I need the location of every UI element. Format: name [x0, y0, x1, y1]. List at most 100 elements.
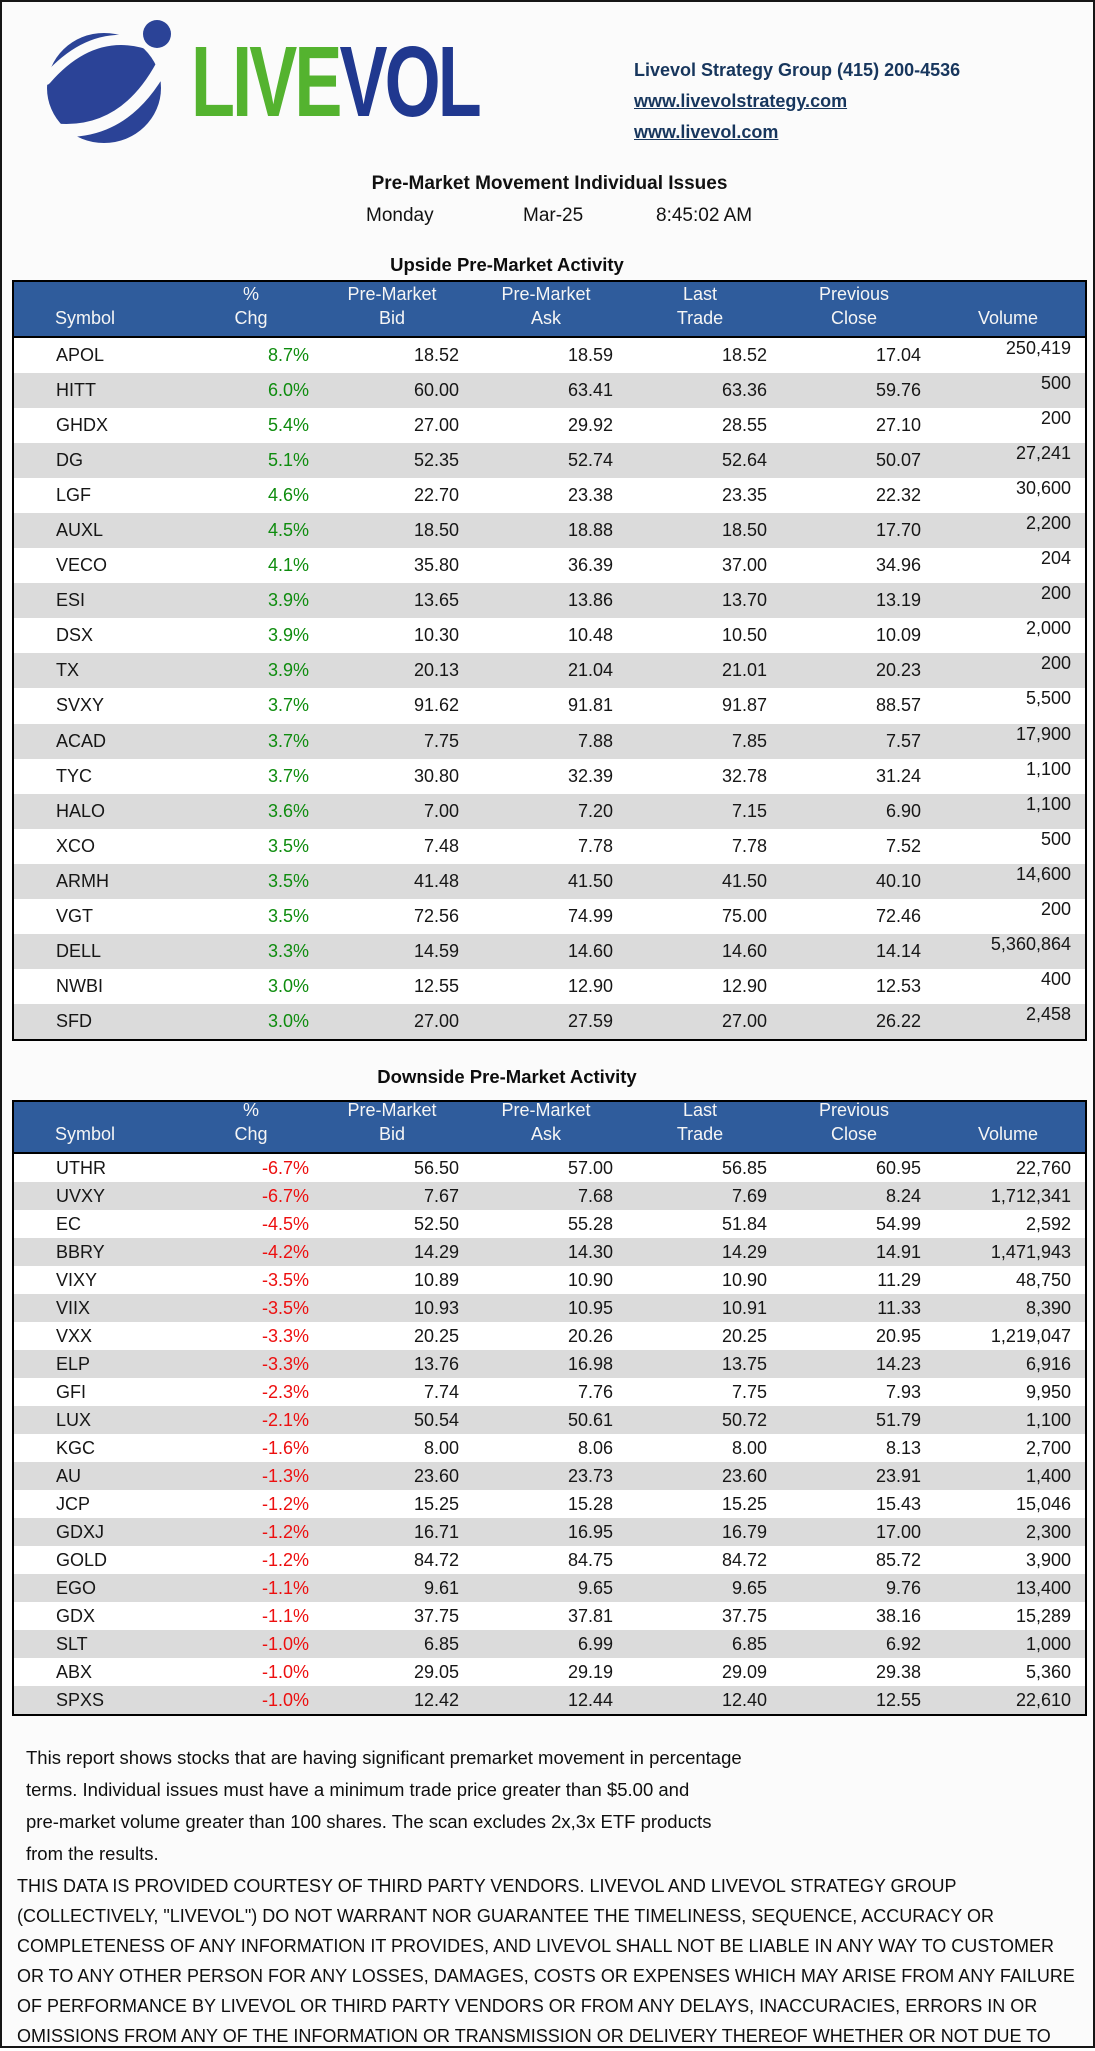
text-line: (COLLECTIVELY, "LIVEVOL") DO NOT WARRANT… [17, 1906, 994, 1926]
pct-chg-cell: 3.7% [267, 765, 309, 786]
last-trade-cell: 27.00 [721, 1010, 767, 1031]
column-header-last-trade: Last Trade [676, 1100, 724, 1144]
pct-chg-cell: 3.5% [267, 905, 309, 926]
volume-cell: 6,916 [1025, 1353, 1071, 1374]
symbol-cell: ESI [56, 590, 86, 611]
last-trade-cell: 18.50 [721, 520, 767, 541]
last-trade-cell: 7.85 [731, 730, 767, 751]
volume-cell: 1,000 [1025, 1633, 1071, 1654]
volume-cell: 48,750 [1015, 1269, 1071, 1290]
pct-chg-cell: 3.0% [267, 975, 309, 996]
report-description: This report shows stocks that are having… [26, 1742, 742, 1870]
main-site-link[interactable]: www.livevol.com [634, 122, 779, 142]
previous-close-cell: 14.14 [875, 940, 921, 961]
volume-cell: 2,300 [1025, 1521, 1071, 1542]
volume-cell: 1,100 [1025, 1409, 1071, 1430]
volume-cell: 2,458 [1025, 1003, 1071, 1024]
premarket-ask-cell: 32.39 [567, 765, 613, 786]
premarket-bid-cell: 56.50 [413, 1157, 459, 1178]
last-trade-cell: 56.85 [721, 1157, 767, 1178]
previous-close-cell: 23.91 [875, 1465, 921, 1486]
previous-close-cell: 12.53 [875, 975, 921, 996]
premarket-ask-cell: 20.26 [567, 1325, 613, 1346]
pct-chg-cell: 3.0% [267, 1010, 309, 1031]
symbol-cell: HITT [56, 380, 96, 401]
last-trade-cell: 37.75 [721, 1605, 767, 1626]
symbol-cell: GFI [56, 1381, 86, 1402]
table-row: VIXY -3.5% 10.89 10.90 10.90 11.29 48,750 [14, 1266, 1085, 1294]
last-trade-cell: 10.90 [721, 1269, 767, 1290]
column-header-previous-close: Previous Close [818, 284, 890, 328]
symbol-cell: KGC [56, 1437, 96, 1458]
premarket-ask-cell: 91.81 [567, 695, 613, 716]
premarket-bid-cell: 20.25 [413, 1325, 459, 1346]
premarket-ask-cell: 9.65 [577, 1577, 613, 1598]
last-trade-cell: 14.29 [721, 1241, 767, 1262]
previous-close-cell: 6.92 [885, 1633, 921, 1654]
wordmark-live: LIVE [191, 26, 342, 138]
volume-cell: 1,471,943 [990, 1241, 1071, 1262]
table-row: VGT 3.5% 72.56 74.99 75.00 72.46 200 [14, 899, 1085, 934]
previous-close-cell: 11.33 [877, 1297, 921, 1318]
previous-close-cell: 14.91 [875, 1241, 921, 1262]
upside-table-body: APOL 8.7% 18.52 18.59 18.52 17.04 250,419 HITT 6… [14, 338, 1085, 1039]
premarket-bid-cell: 50.54 [413, 1409, 459, 1430]
symbol-cell: VXX [56, 1325, 93, 1346]
livevol-globe-logo-icon [41, 16, 179, 153]
premarket-bid-cell: 41.48 [413, 870, 459, 891]
upside-section-title: Upside Pre-Market Activity [390, 254, 624, 275]
symbol-cell: ELP [56, 1353, 91, 1374]
premarket-bid-cell: 16.71 [413, 1521, 459, 1542]
premarket-ask-cell: 57.00 [567, 1157, 613, 1178]
previous-close-cell: 17.70 [875, 520, 921, 541]
previous-close-cell: 85.72 [875, 1549, 921, 1570]
previous-close-cell: 7.57 [885, 730, 921, 751]
symbol-cell: AUXL [56, 520, 104, 541]
volume-cell: 27,241 [1015, 443, 1071, 464]
symbol-cell: NWBI [56, 975, 103, 996]
premarket-ask-cell: 6.99 [577, 1633, 613, 1654]
table-row: JCP -1.2% 15.25 15.28 15.25 15.43 15,046 [14, 1490, 1085, 1518]
previous-close-cell: 20.95 [875, 1325, 921, 1346]
pct-chg-cell: 6.0% [267, 380, 309, 401]
pct-chg-cell: -3.5% [261, 1297, 309, 1318]
symbol-cell: EGO [56, 1577, 97, 1598]
last-trade-cell: 91.87 [721, 695, 767, 716]
last-trade-cell: 21.01 [721, 660, 767, 681]
volume-cell: 200 [1040, 653, 1071, 674]
previous-close-cell: 60.95 [875, 1157, 921, 1178]
pct-chg-cell: -1.6% [261, 1437, 309, 1458]
symbol-cell: APOL [56, 345, 105, 366]
table-row: ESI 3.9% 13.65 13.86 13.70 13.19 200 [14, 583, 1085, 619]
premarket-ask-cell: 14.30 [567, 1241, 613, 1262]
previous-close-cell: 31.24 [875, 765, 921, 786]
symbol-cell: LUX [56, 1409, 92, 1430]
previous-close-cell: 22.32 [875, 485, 921, 506]
table-row: SLT -1.0% 6.85 6.99 6.85 6.92 1,000 [14, 1630, 1085, 1658]
text-line: COMPLETENESS OF ANY INFORMATION IT PROVI… [17, 1936, 1054, 1956]
strategy-site-link[interactable]: www.livevolstrategy.com [634, 91, 848, 111]
previous-close-cell: 11.29 [877, 1269, 921, 1290]
last-trade-cell: 7.15 [731, 800, 767, 821]
table-row: XCO 3.5% 7.48 7.78 7.78 7.52 500 [14, 829, 1085, 864]
symbol-cell: BBRY [56, 1241, 105, 1262]
volume-cell: 22,610 [1015, 1689, 1071, 1710]
table-row: LGF 4.6% 22.70 23.38 23.35 22.32 30,600 [14, 478, 1085, 513]
table-row: AUXL 4.5% 18.50 18.88 18.50 17.70 2,200 [14, 513, 1085, 549]
column-header-volume: Volume [977, 308, 1039, 328]
column-header-symbol: Symbol [55, 1124, 116, 1144]
column-header-pct-chg: % Chg [234, 1100, 268, 1144]
volume-cell: 5,360,864 [990, 933, 1071, 954]
pct-chg-cell: -1.0% [261, 1689, 309, 1710]
column-header-premarket-bid: Pre-Market Bid [347, 1100, 437, 1144]
premarket-bid-cell: 18.52 [413, 345, 459, 366]
last-trade-cell: 13.75 [721, 1353, 767, 1374]
volume-cell: 2,592 [1025, 1213, 1071, 1234]
volume-cell: 200 [1040, 898, 1071, 919]
symbol-cell: GOLD [56, 1549, 108, 1570]
premarket-bid-cell: 20.13 [413, 660, 459, 681]
premarket-bid-cell: 6.85 [423, 1633, 459, 1654]
pct-chg-cell: -4.2% [261, 1241, 309, 1262]
report-day: Monday [366, 205, 434, 226]
last-trade-cell: 37.00 [721, 555, 767, 576]
